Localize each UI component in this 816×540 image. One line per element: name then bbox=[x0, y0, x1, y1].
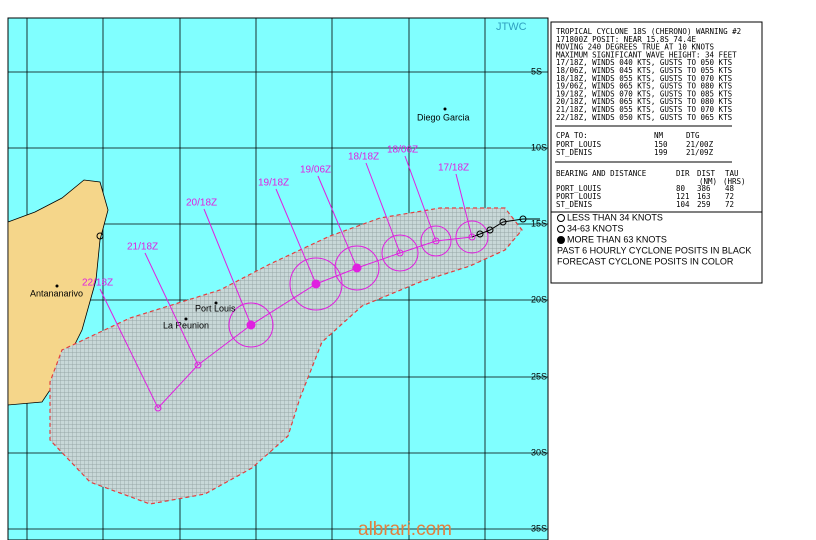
forecast-track bbox=[157, 236, 473, 409]
madagascar bbox=[7, 179, 109, 406]
cpa-cell: ST_DENIS bbox=[556, 148, 593, 157]
warning-line: 18/06Z, WINDS 045 KTS, GUSTS TO 055 KTS bbox=[556, 66, 733, 75]
forecast-position bbox=[432, 237, 440, 245]
bd-header: TAU bbox=[725, 169, 739, 178]
track-label: 20/18Z bbox=[186, 198, 217, 209]
bd-sub: (NM) bbox=[699, 177, 717, 186]
bd-cell: 121 bbox=[676, 192, 690, 201]
latitude-label: 30S bbox=[531, 447, 547, 457]
track-label: 19/06Z bbox=[300, 165, 331, 176]
warning-line: 18/18Z, WINDS 055 KTS, GUSTS TO 070 KTS bbox=[556, 74, 733, 83]
warning-line: 19/18Z, WINDS 070 KTS, GUSTS TO 085 KTS bbox=[556, 89, 733, 98]
bd-cell: 80 bbox=[676, 184, 686, 193]
place-dot bbox=[55, 284, 59, 288]
latitude-label: 25S bbox=[531, 371, 547, 381]
legend-box bbox=[550, 211, 763, 284]
warning-line: 17/18Z, WINDS 040 KTS, GUSTS TO 050 KTS bbox=[556, 58, 733, 67]
warning-line: 22/18Z, WINDS 050 KTS, GUSTS TO 065 KTS bbox=[556, 113, 733, 122]
forecast-position bbox=[311, 279, 321, 289]
label-leader bbox=[203, 208, 252, 326]
forecast-position bbox=[154, 404, 162, 412]
island bbox=[96, 232, 104, 240]
label-leader bbox=[365, 162, 401, 254]
warning-line: 20/18Z, WINDS 065 KTS, GUSTS TO 080 KTS bbox=[556, 97, 733, 106]
bd-cell: 72 bbox=[725, 200, 734, 209]
label-leader bbox=[99, 288, 159, 409]
forecast-position bbox=[194, 361, 202, 369]
cpa-cell: 199 bbox=[654, 148, 668, 157]
cpa-cell: 150 bbox=[654, 140, 668, 149]
legend-symbol bbox=[557, 225, 565, 233]
bd-cell: PORT_LOUIS bbox=[556, 192, 602, 201]
bd-cell: PORT_LOUIS bbox=[556, 184, 602, 193]
warning-box bbox=[550, 21, 763, 213]
latitude-label: 20S bbox=[531, 294, 547, 304]
place-label: Port Louis bbox=[195, 303, 236, 313]
place-dot bbox=[184, 317, 188, 321]
legend-symbol bbox=[557, 236, 565, 244]
legend-note: FORECAST CYCLONE POSITS IN COLOR bbox=[557, 256, 734, 266]
track-label: 19/18Z bbox=[258, 178, 289, 189]
legend-item: LESS THAN 34 KNOTS bbox=[567, 212, 663, 222]
forecast-position bbox=[352, 263, 362, 273]
wind-radii bbox=[228, 220, 489, 348]
forecast-position bbox=[468, 233, 476, 241]
bd-cell: 259 bbox=[697, 200, 711, 209]
legend-item: MORE THAN 63 KNOTS bbox=[567, 234, 667, 244]
latitude-label: 35S bbox=[531, 523, 547, 533]
bd-cell: 72 bbox=[725, 192, 734, 201]
bd-cell: 104 bbox=[676, 200, 690, 209]
latitude-label: 5S bbox=[531, 66, 542, 76]
cpa-cell: PORT_LOUIS bbox=[556, 140, 602, 149]
watermark: albrari.com bbox=[358, 519, 452, 540]
track-label: 18/06Z bbox=[387, 145, 418, 156]
bd-sub: (HRS) bbox=[723, 177, 746, 186]
warning-line: MAXIMUM SIGNIFICANT WAVE HEIGHT: 34 FEET bbox=[556, 50, 737, 59]
place-label: Antananarivo bbox=[30, 288, 83, 298]
latitude-label: 15S bbox=[531, 218, 547, 228]
warning-line: 171800Z POSIT: NEAR 15.8S 74.4E bbox=[556, 35, 696, 44]
track-label: 21/18Z bbox=[127, 242, 158, 253]
bd-cell: 386 bbox=[697, 184, 711, 193]
forecast-position bbox=[396, 249, 404, 257]
jtwc-label: JTWC bbox=[496, 21, 527, 33]
legend-item: 34-63 KNOTS bbox=[567, 223, 624, 233]
cpa-header: DTG bbox=[686, 131, 700, 140]
track-label: 22/18Z bbox=[82, 278, 113, 289]
forecast-position bbox=[246, 320, 256, 330]
bd-header: DIR bbox=[676, 169, 690, 178]
past-positions bbox=[476, 215, 527, 238]
cpa-cell: 21/00Z bbox=[686, 140, 714, 149]
legend-symbol bbox=[557, 214, 565, 222]
track-label: 17/18Z bbox=[438, 163, 469, 174]
label-leader bbox=[275, 188, 317, 285]
place-dot bbox=[443, 107, 447, 111]
place-label: La Reunion bbox=[163, 320, 209, 330]
bd-cell: 48 bbox=[725, 184, 735, 193]
cpa-cell: 21/09Z bbox=[686, 148, 714, 157]
warning-line: MOVING 240 DEGREES TRUE AT 10 KNOTS bbox=[556, 43, 715, 52]
label-leader bbox=[404, 155, 437, 242]
bd-cell: 163 bbox=[697, 192, 711, 201]
danger-area bbox=[49, 207, 523, 505]
cpa-header: NM bbox=[654, 131, 664, 140]
cpa-header: CPA TO: bbox=[556, 131, 588, 140]
place-dot bbox=[214, 301, 218, 305]
legend-note: PAST 6 HOURLY CYCLONE POSITS IN BLACK bbox=[557, 245, 751, 255]
warning-line: 19/06Z, WINDS 065 KTS, GUSTS TO 080 KTS bbox=[556, 82, 733, 91]
bd-cell: ST_DENIS bbox=[556, 200, 593, 209]
label-leader bbox=[144, 252, 199, 366]
label-leader bbox=[455, 173, 473, 238]
latitude-label: 10S bbox=[531, 142, 547, 152]
bd-header: BEARING AND DISTANCE bbox=[556, 169, 647, 178]
warning-line: 21/18Z, WINDS 055 KTS, GUSTS TO 070 KTS bbox=[556, 105, 733, 114]
bd-header: DIST bbox=[697, 169, 716, 178]
warning-line: TROPICAL CYCLONE 18S (CHERONO) WARNING #… bbox=[556, 27, 741, 36]
label-leader bbox=[317, 175, 358, 269]
place-label: Diego Garcia bbox=[417, 112, 470, 122]
track-label: 18/18Z bbox=[348, 152, 379, 163]
